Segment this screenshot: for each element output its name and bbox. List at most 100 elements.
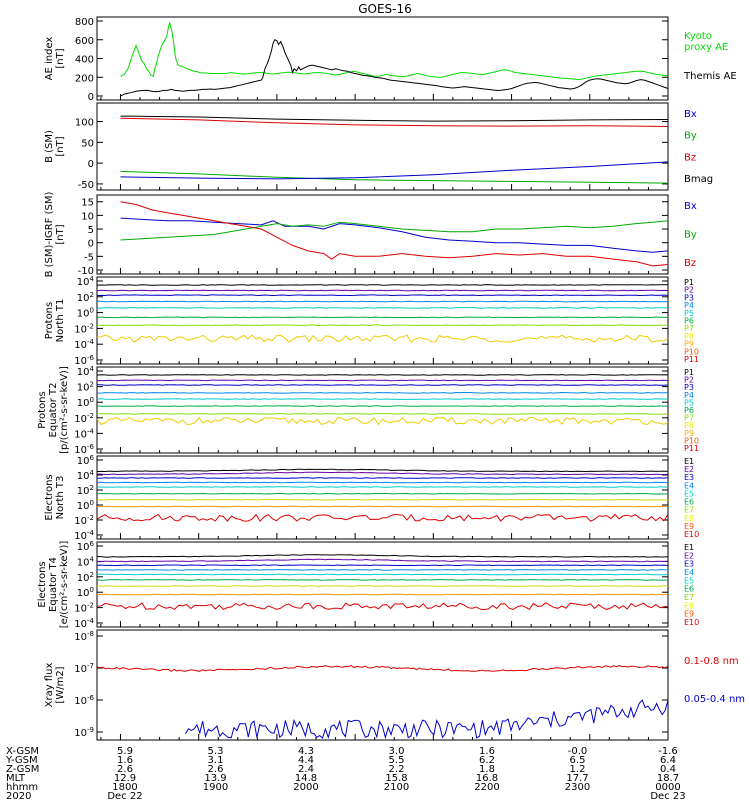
legend-e1: E1 bbox=[684, 457, 694, 466]
y-tick-label: 100 bbox=[75, 118, 94, 129]
legend-bz: Bz bbox=[684, 258, 696, 269]
series-e7 bbox=[96, 498, 669, 501]
footer-value: 1.2 bbox=[570, 764, 586, 775]
series-e4 bbox=[96, 569, 669, 571]
legend-p6: P6 bbox=[684, 406, 694, 415]
legend-by: By bbox=[684, 131, 697, 142]
series-e4 bbox=[96, 481, 669, 484]
panel-b_igrf: -10 -5 0 5 10 15 B (SM)-IGRF (SM)[nT] Bx By Bz bbox=[44, 192, 697, 278]
series-e6 bbox=[97, 492, 669, 495]
footer-value: 5.5 bbox=[389, 755, 405, 766]
series-p6 bbox=[96, 405, 669, 407]
series-e7 bbox=[96, 585, 669, 587]
y-tick-label: 0 bbox=[88, 239, 94, 250]
legend-e6: E6 bbox=[684, 585, 694, 594]
series-p7 bbox=[96, 413, 669, 415]
panel-frame bbox=[96, 541, 669, 628]
legend-e2: E2 bbox=[684, 551, 694, 560]
y-tick-label: 5 bbox=[88, 225, 94, 236]
legend-p4: P4 bbox=[684, 301, 694, 310]
legend-e1: E1 bbox=[684, 543, 694, 552]
series-0-05-0-4-nm bbox=[185, 699, 669, 740]
y-tick-label: 104 bbox=[77, 469, 95, 482]
footer-value: 5.9 bbox=[117, 746, 133, 757]
y-tick-label: 10-9 bbox=[74, 726, 94, 739]
chart-title: GOES-16 bbox=[358, 2, 412, 16]
footer-value: 2.6 bbox=[117, 764, 133, 775]
y-tick-label: -10 bbox=[78, 266, 94, 277]
legend-bx: Bx bbox=[684, 201, 697, 212]
panel-b_sm: -50 0 50 100 B (SM)[nT] Bx By Bz Bmag bbox=[44, 102, 713, 191]
series-p8 bbox=[96, 334, 669, 343]
y-axis-label: ProtonsNorth T1 bbox=[44, 299, 66, 343]
legend-p9: P9 bbox=[684, 340, 694, 349]
y-tick-label: 104 bbox=[77, 365, 95, 378]
footer-value: 1.6 bbox=[479, 746, 495, 757]
footer-value: 4.4 bbox=[298, 755, 314, 766]
legend-bz: Bz bbox=[684, 152, 696, 163]
legend-0-05-0-4-nm: 0.05-0.4 nm bbox=[684, 694, 745, 705]
series-e5 bbox=[96, 486, 669, 488]
legend-p3: P3 bbox=[684, 383, 694, 392]
legend-p4: P4 bbox=[684, 391, 694, 400]
legend-by: By bbox=[684, 230, 697, 241]
y-tick-label: 100 bbox=[77, 586, 94, 599]
footer-value: 12.9 bbox=[114, 773, 136, 784]
panel-xray: 10-8 10-7 10-6 10-9 Xray flux[W/m2] 0.1-0.8 n… bbox=[44, 629, 745, 741]
footer-value: 4.3 bbox=[298, 746, 314, 757]
legend-e7: E7 bbox=[684, 506, 694, 515]
y-tick-label: 100 bbox=[77, 396, 94, 409]
series-e8 bbox=[96, 505, 669, 508]
y-tick-label: 10-4 bbox=[74, 338, 94, 351]
series-bz bbox=[120, 117, 669, 127]
y-tick-label: 800 bbox=[75, 17, 94, 28]
footer-value: 17.7 bbox=[566, 773, 588, 784]
legend-p2: P2 bbox=[684, 376, 694, 385]
y-axis-label: B (SM)[nT] bbox=[44, 130, 66, 163]
legend-p5: P5 bbox=[684, 398, 694, 407]
footer-value: 0.4 bbox=[660, 764, 676, 775]
legend-e10: E10 bbox=[684, 618, 699, 627]
y-tick-label: 0 bbox=[88, 159, 94, 170]
legend-p11: P11 bbox=[684, 355, 699, 364]
y-tick-label: 15 bbox=[81, 198, 94, 209]
legend-p7: P7 bbox=[684, 414, 694, 423]
panel-electrons_equator: 106 104 102 100 10-2 10-4 ElectronsEquator T4[… bbox=[37, 540, 699, 630]
series-p2 bbox=[97, 379, 669, 382]
y-axis-label: ProtonsEquator T2[p/(cm²-s-sr-keV)] bbox=[37, 366, 70, 454]
y-tick-label: 10-8 bbox=[74, 630, 94, 643]
panel-frame bbox=[96, 102, 669, 191]
series-p5 bbox=[97, 306, 669, 309]
legend-e9: E9 bbox=[684, 522, 694, 531]
footer-label-z-gsm: Z-GSM bbox=[6, 764, 39, 775]
footer-value: 3.0 bbox=[389, 746, 405, 757]
y-tick-label: 0 bbox=[88, 92, 94, 103]
legend-e3: E3 bbox=[684, 560, 694, 569]
footer-value: 16.8 bbox=[476, 773, 498, 784]
y-tick-label: 10-2 bbox=[74, 322, 94, 335]
legend-bmag: Bmag bbox=[684, 174, 713, 185]
y-tick-label: 10-6 bbox=[74, 694, 94, 707]
footer-value: 2200 bbox=[474, 782, 499, 793]
legend-p2: P2 bbox=[684, 286, 694, 295]
y-tick-label: 106 bbox=[77, 454, 95, 467]
legend-e8: E8 bbox=[684, 514, 694, 523]
y-tick-label: 10-2 bbox=[74, 412, 94, 425]
footer-label-y-gsm: Y-GSM bbox=[5, 755, 38, 766]
footer-year: 2020 bbox=[6, 791, 31, 800]
footer-label-hhmm: hhmm bbox=[6, 782, 38, 793]
y-tick-label: 104 bbox=[77, 555, 95, 568]
legend-p7: P7 bbox=[684, 324, 694, 333]
footer-value: 14.8 bbox=[295, 773, 317, 784]
legend-p1: P1 bbox=[684, 278, 694, 287]
legend-themis-ae: Themis AE bbox=[683, 71, 737, 82]
legend-e7: E7 bbox=[684, 593, 694, 602]
y-tick-label: 102 bbox=[77, 291, 94, 304]
series-e5 bbox=[97, 573, 669, 576]
legend-0-1-0-8-nm: 0.1-0.8 nm bbox=[684, 656, 739, 667]
legend-p8: P8 bbox=[684, 332, 694, 341]
